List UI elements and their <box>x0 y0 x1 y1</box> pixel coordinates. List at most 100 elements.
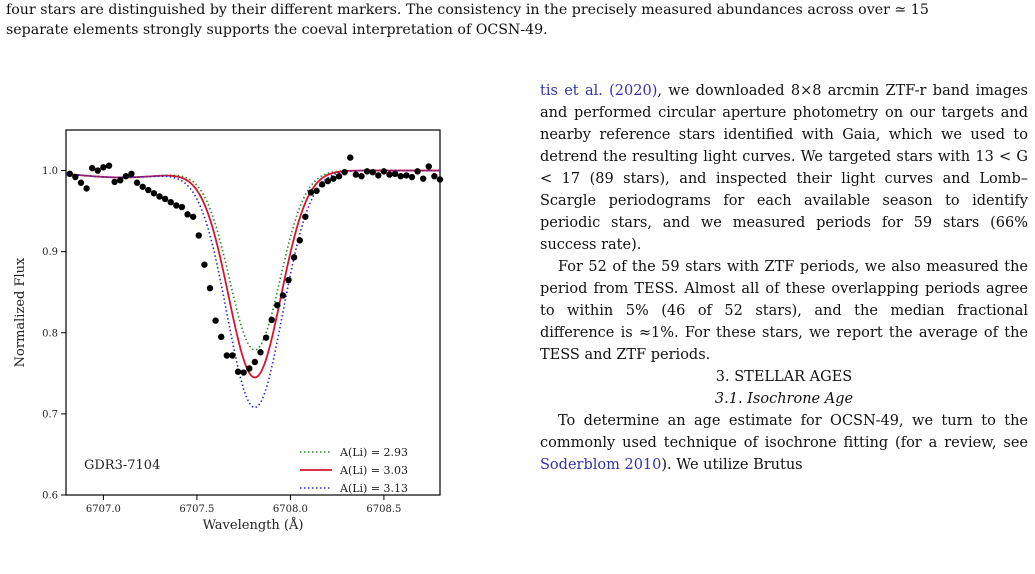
observed-point <box>246 365 253 372</box>
observed-point <box>178 203 186 211</box>
figure-caption: four stars are distinguished by their di… <box>6 0 1030 40</box>
model-line-3-13 <box>66 169 440 409</box>
observed-point <box>122 173 130 180</box>
caption-line-2: separate elements strongly supports the … <box>6 22 548 38</box>
x-tick-label: 6707.0 <box>86 504 121 515</box>
observed-point <box>285 276 292 284</box>
observed-point <box>352 171 360 178</box>
observed-point <box>100 164 107 171</box>
observed-point <box>167 198 174 206</box>
paragraph-ztf-text: , we downloaded 8×8 arcmin ZTF-r band im… <box>540 83 1028 253</box>
spectrum-chart: 6707.0 6707.5 6708.0 6708.5 0.6 0.7 0.8 0.9 1.0 W… <box>13 129 444 533</box>
observed-point <box>324 177 331 185</box>
observed-point <box>341 168 348 176</box>
x-tick-label: 6708.0 <box>273 504 308 515</box>
plot-frame <box>65 129 441 496</box>
observed-point <box>133 179 141 186</box>
observed-point <box>425 163 432 170</box>
x-tick-label: 6707.5 <box>179 504 214 515</box>
paragraph-isochrone-text-a: To determine an age estimate for OCSN-49… <box>540 413 1028 451</box>
observed-point <box>431 173 438 180</box>
paragraph-isochrone: To determine an age estimate for OCSN-49… <box>540 410 1028 476</box>
legend-label: A(Li) = 3.13 <box>339 482 408 495</box>
citation-link-curtis[interactable]: tis et al. (2020) <box>540 83 658 99</box>
observed-point <box>347 154 354 161</box>
observed-point <box>414 168 421 175</box>
observed-point <box>161 195 169 203</box>
observed-point <box>358 173 365 180</box>
citation-link-soderblom[interactable]: Soderblom 2010 <box>540 457 662 473</box>
observed-point <box>117 177 124 184</box>
observed-point <box>128 170 135 177</box>
observed-point <box>302 213 309 220</box>
y-tick-label: 0.8 <box>42 328 58 339</box>
observed-point <box>262 334 270 341</box>
paragraph-isochrone-text-b: ). We utilize Brutus <box>661 457 803 473</box>
observed-point <box>77 179 85 186</box>
observed-point <box>173 202 180 209</box>
observed-point <box>363 168 371 175</box>
model-line-2-93 <box>66 169 440 351</box>
y-tick-label: 0.9 <box>42 247 58 258</box>
x-axis-label: Wavelength (Å) <box>203 517 304 533</box>
observed-point <box>290 254 298 261</box>
observed-point <box>318 181 326 188</box>
legend-label: A(Li) = 3.03 <box>339 464 408 477</box>
section-heading: 3. STELLAR AGES <box>715 369 853 385</box>
observed-point <box>313 187 320 195</box>
observed-point <box>380 168 388 175</box>
observed-point <box>274 302 281 309</box>
observed-point <box>251 358 259 366</box>
text-column: tis et al. (2020), we downloaded 8×8 arc… <box>540 80 1028 476</box>
paragraph-tess: For 52 of the 59 stars with ZTF periods,… <box>540 259 1028 363</box>
y-tick-label: 1.0 <box>42 166 58 177</box>
observed-point <box>296 237 303 244</box>
y-tick-label: 0.6 <box>42 491 58 502</box>
observed-point <box>386 171 393 178</box>
observed-point <box>150 190 158 197</box>
observed-point <box>240 369 247 376</box>
subsection-heading: 3.1. Isochrone Age <box>714 391 854 407</box>
paragraph-ztf: tis et al. (2020), we downloaded 8×8 arc… <box>540 80 1028 256</box>
observed-point <box>88 164 96 172</box>
observed-point <box>66 170 73 177</box>
observed-point <box>234 368 242 375</box>
y-tick-label: 0.7 <box>42 409 58 420</box>
observed-point <box>279 292 287 299</box>
observed-point <box>307 189 315 196</box>
x-tick-label: 6708.5 <box>366 504 401 515</box>
observed-point <box>201 261 208 268</box>
observed-point <box>156 193 163 200</box>
observed-point <box>419 175 427 182</box>
observed-point <box>83 185 90 192</box>
observed-point <box>369 168 376 176</box>
observed-point <box>403 172 410 179</box>
observed-point <box>223 352 231 359</box>
observed-point <box>330 175 337 182</box>
observed-point <box>218 333 225 341</box>
y-axis-label: Normalized Flux <box>13 257 28 367</box>
observed-point <box>229 352 236 359</box>
star-id-annotation: GDR3-7104 <box>84 458 160 473</box>
observed-point <box>397 173 404 180</box>
legend-label: A(Li) = 2.93 <box>339 446 408 459</box>
observed-point <box>145 186 152 194</box>
observed-point <box>206 284 214 292</box>
observed-point <box>72 173 79 181</box>
observed-point <box>408 173 416 181</box>
observed-point <box>335 173 343 180</box>
lithium-spectrum-figure: 6707.0 6707.5 6708.0 6708.5 0.6 0.7 0.8 0.9 1.0 W… <box>0 120 470 540</box>
observed-point <box>391 170 399 177</box>
caption-line-1: four stars are distinguished by their di… <box>6 2 929 18</box>
observed-point <box>184 211 191 218</box>
observed-point <box>105 162 113 169</box>
observed-point <box>111 178 118 186</box>
observed-point <box>375 172 382 179</box>
observed-point <box>189 213 197 220</box>
observed-point <box>195 232 202 239</box>
observed-point <box>212 317 219 324</box>
observed-point <box>268 316 275 323</box>
observed-point <box>94 167 101 174</box>
observed-point <box>436 176 444 183</box>
observed-point <box>257 349 264 356</box>
